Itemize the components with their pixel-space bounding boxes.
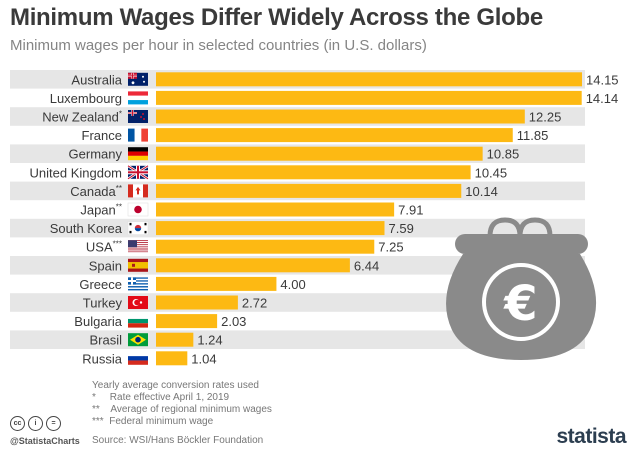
source-note: Source: WSI/Hans Böckler Foundation (92, 435, 264, 446)
category-label-8: South Korea (50, 221, 123, 236)
category-label-5: United Kingdom (30, 165, 123, 180)
value-label-12: 2.72 (242, 296, 267, 311)
bar-9 (156, 239, 375, 254)
bar-6 (156, 183, 462, 198)
row-stripe (10, 293, 585, 312)
uk-flag (127, 164, 149, 180)
social-handle: @StatistaCharts (10, 436, 80, 446)
by-icon: i (28, 416, 43, 431)
category-label-12: Turkey (83, 296, 123, 311)
bar-2 (156, 109, 525, 124)
value-label-14: 1.24 (197, 333, 222, 348)
bar-3 (156, 128, 513, 143)
value-label-13: 2.03 (221, 314, 246, 329)
bulgaria-flag (128, 314, 148, 328)
cc-icon: cc (10, 416, 25, 431)
bar-chart: €14.15 Australia 14.14 Luxembourg 12.25 New Z… (10, 70, 619, 366)
value-label-6: 10.14 (465, 184, 498, 199)
bar-14 (156, 332, 194, 347)
germany-flag (128, 147, 148, 161)
category-label-15: Russia (82, 351, 123, 366)
category-label-3: France (82, 128, 122, 143)
south-korea-flag (127, 221, 149, 235)
bar-10 (156, 258, 350, 273)
statista-logo[interactable]: statista (556, 425, 626, 448)
euro-purse-icon: € (446, 217, 597, 360)
footnote-single-star: * Rate effective April 1, 2019 (92, 392, 230, 403)
bar-0 (156, 72, 582, 87)
value-label-3: 11.85 (517, 128, 549, 143)
usa-flag (128, 240, 148, 254)
value-label-7: 7.91 (398, 203, 423, 218)
value-label-8: 7.59 (389, 221, 414, 236)
japan-flag (127, 202, 149, 217)
row-stripe (10, 330, 585, 349)
value-label-11: 4.00 (280, 277, 305, 292)
category-label-14: Brasil (89, 333, 122, 348)
value-label-0: 14.15 (586, 72, 619, 87)
bar-7 (156, 202, 395, 217)
brazil-flag (128, 333, 148, 347)
footnote-conversion: Yearly average conversion rates used (92, 380, 259, 391)
new-zealand-flag (128, 110, 148, 123)
category-label-11: Greece (79, 277, 122, 292)
category-label-10: Spain (89, 258, 122, 273)
value-label-15: 1.04 (191, 351, 216, 366)
category-label-4: Germany (69, 147, 123, 162)
category-label-7: Japan** (80, 203, 122, 218)
france-flag (128, 128, 148, 142)
category-label-2: New Zealand* (42, 110, 122, 125)
canada-flag (128, 184, 148, 198)
value-label-2: 12.25 (529, 110, 562, 125)
footnotes: Yearly average conversion rates used * R… (92, 380, 272, 428)
value-label-9: 7.25 (378, 240, 403, 255)
bar-12 (156, 295, 238, 310)
bar-4 (156, 146, 483, 161)
bar-11 (156, 276, 277, 291)
category-label-0: Australia (71, 72, 122, 87)
value-label-5: 10.45 (475, 165, 508, 180)
turkey-flag (128, 296, 148, 309)
australia-flag (128, 72, 148, 86)
chart-subtitle: Minimum wages per hour in selected count… (10, 37, 427, 54)
category-label-9: USA*** (86, 240, 122, 255)
value-label-4: 10.85 (487, 147, 520, 162)
spain-flag (128, 258, 148, 272)
footnote-triple-star: *** Federal minimum wage (92, 416, 214, 427)
luxembourg-flag (128, 91, 148, 105)
greece-flag (128, 277, 148, 291)
bar-13 (156, 314, 218, 329)
bar-8 (156, 221, 385, 236)
bar-1 (156, 90, 582, 105)
category-label-13: Bulgaria (74, 314, 122, 329)
category-label-1: Luxembourg (50, 91, 122, 106)
value-label-10: 6.44 (354, 258, 379, 273)
category-label-6: Canada** (70, 184, 122, 199)
russia-flag (128, 351, 148, 365)
footnote-double-star: ** Average of regional minimum wages (92, 404, 272, 415)
bar-5 (156, 165, 471, 180)
value-label-1: 14.14 (586, 91, 619, 106)
euro-symbol: € (503, 276, 537, 332)
chart-title: Minimum Wages Differ Widely Across the G… (10, 4, 543, 31)
bar-15 (156, 351, 188, 366)
license-icons: cc i = (10, 416, 61, 431)
nd-icon: = (46, 416, 61, 431)
